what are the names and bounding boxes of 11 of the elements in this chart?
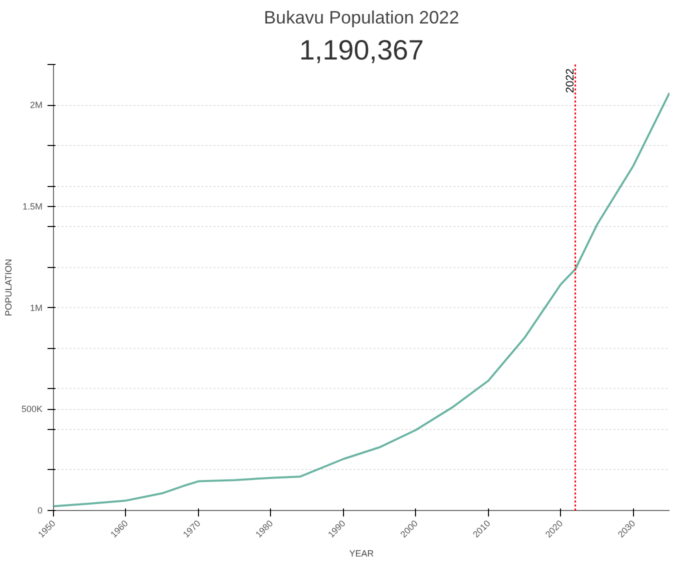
chart-title: Bukavu Population 2022 [264,8,460,28]
y-axis-title: POPULATION [3,258,14,316]
line-series [54,92,670,508]
x-axis-title: YEAR [349,548,374,559]
y-tick-label: 1.5M [22,201,43,212]
y-tick-label: 500K [21,404,43,414]
y-tick-label: 0 [37,506,43,516]
ref-line-label: 2022 [564,68,576,93]
y-tick-label: 2M [30,100,43,110]
chart-subtitle: 1,190,367 [299,34,424,66]
y-tick-label: 1M [30,302,43,313]
